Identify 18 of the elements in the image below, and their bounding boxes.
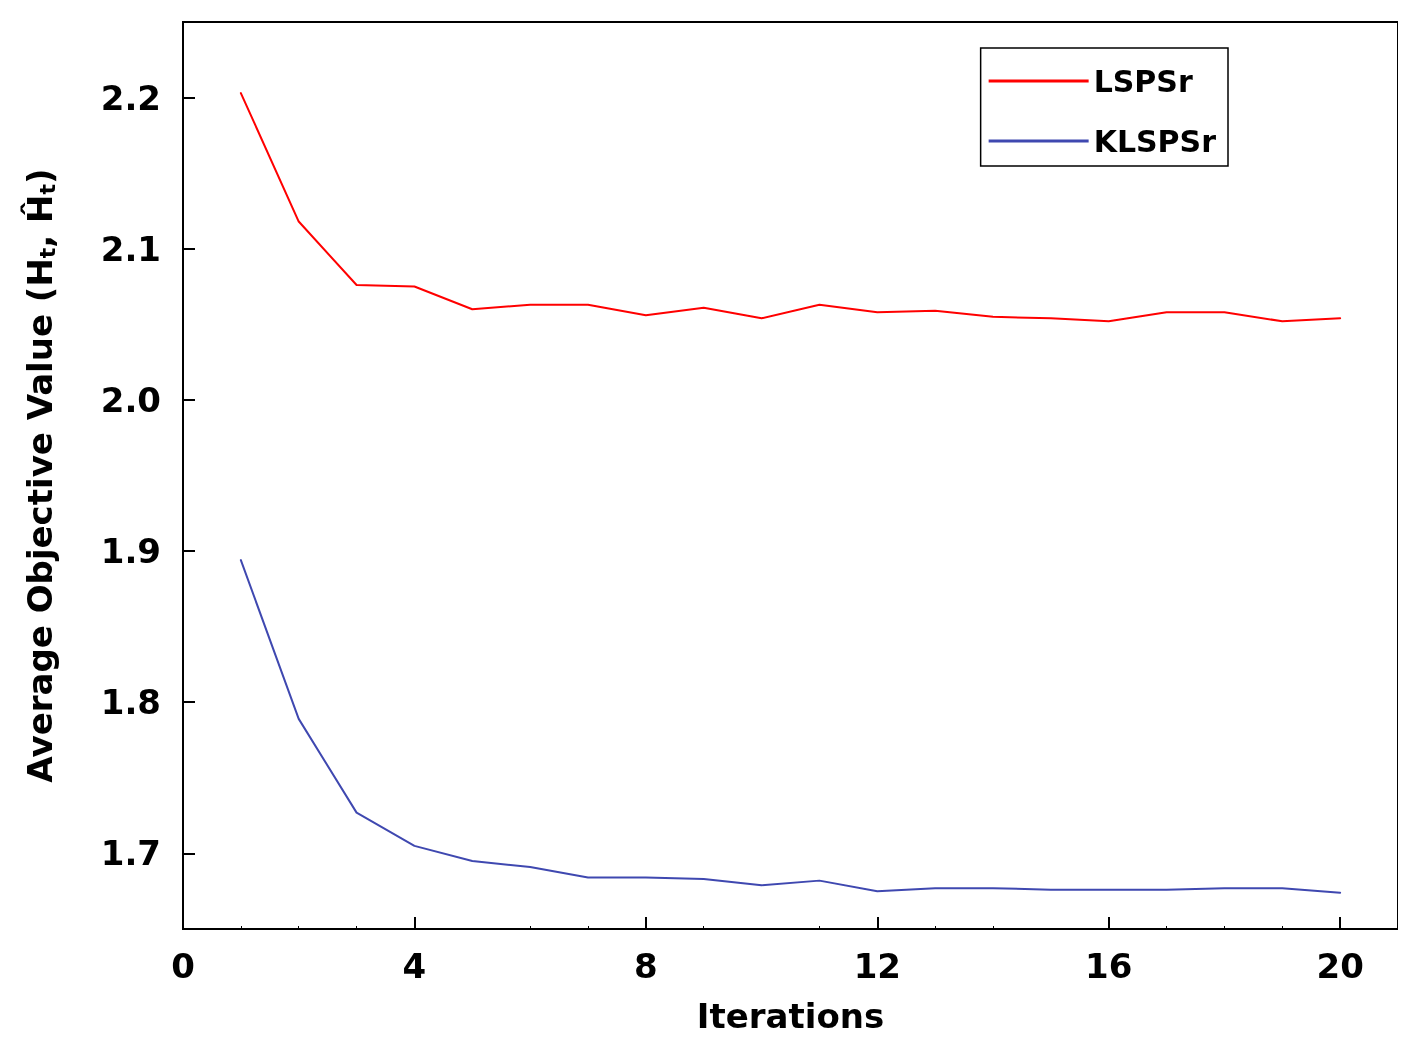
y-tick-label: 2.2	[100, 77, 161, 118]
x-tick-label: 12	[853, 946, 901, 986]
x-tick-label: 16	[1085, 946, 1133, 986]
y-tick-label: 2.1	[100, 228, 161, 269]
y-axis-title: Average Objective Value (Ht, Ĥt)	[20, 168, 60, 783]
x-tick-label: 0	[171, 946, 195, 986]
line-series	[239, 92, 1342, 323]
x-tick-label: 4	[402, 946, 427, 986]
x-axis-title: Iterations	[696, 996, 885, 1036]
y-tick-label: 2.0	[100, 379, 161, 420]
y-tick-label: 1.8	[100, 682, 161, 723]
x-tick-label: 20	[1316, 946, 1364, 986]
line-series	[239, 559, 1342, 894]
x-tick-label: 8	[634, 946, 658, 986]
y-tick-label: 1.9	[100, 531, 161, 572]
y-tick-label: 1.7	[100, 833, 161, 874]
legend-label: LSPSr	[1093, 63, 1193, 99]
legend-label: KLSPSr	[1093, 123, 1217, 159]
